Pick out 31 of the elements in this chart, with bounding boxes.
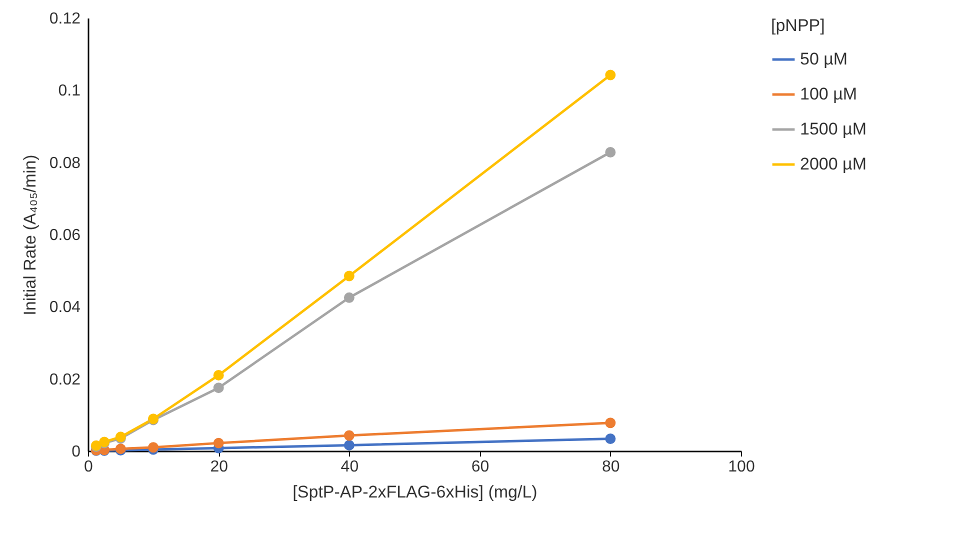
- x-axis-title: [SptP-AP-2xFLAG-6xHis] (mg/L): [292, 482, 538, 502]
- x-tick-label: 80: [602, 458, 620, 476]
- y-tick-label: 0.06: [49, 227, 81, 244]
- point: [213, 382, 224, 394]
- point: [344, 440, 354, 450]
- y-axis-title: Initial Rate (A₄₀₅/min): [20, 154, 40, 316]
- point: [605, 146, 616, 158]
- y-tick-label: 0.04: [49, 299, 81, 316]
- y-tick-label: 0.1: [58, 82, 81, 100]
- y-tick-label: 0.12: [49, 10, 81, 28]
- point: [605, 70, 616, 80]
- y-tick-label: 0: [72, 444, 81, 460]
- y-tick-label: 0.02: [49, 371, 81, 388]
- legend-label: 1500 µM: [800, 120, 866, 138]
- point: [213, 438, 224, 448]
- point: [213, 370, 224, 380]
- legend-title: [pNPP]: [771, 16, 825, 35]
- x-tick-label: 100: [728, 458, 755, 476]
- point: [605, 434, 616, 444]
- legend-label: 100 µM: [800, 84, 858, 104]
- x-tick-label: 0: [84, 458, 94, 476]
- x-tick-label: 60: [471, 458, 490, 476]
- point: [605, 418, 616, 428]
- x-tick-label: 40: [340, 458, 359, 476]
- legend-label: 50 µM: [800, 50, 848, 68]
- point: [344, 430, 354, 441]
- point: [344, 292, 354, 303]
- x-tick-label: 20: [210, 458, 228, 476]
- point: [344, 270, 354, 282]
- legend-label: 2000 µM: [800, 154, 866, 174]
- y-tick-label: 0.08: [49, 154, 81, 172]
